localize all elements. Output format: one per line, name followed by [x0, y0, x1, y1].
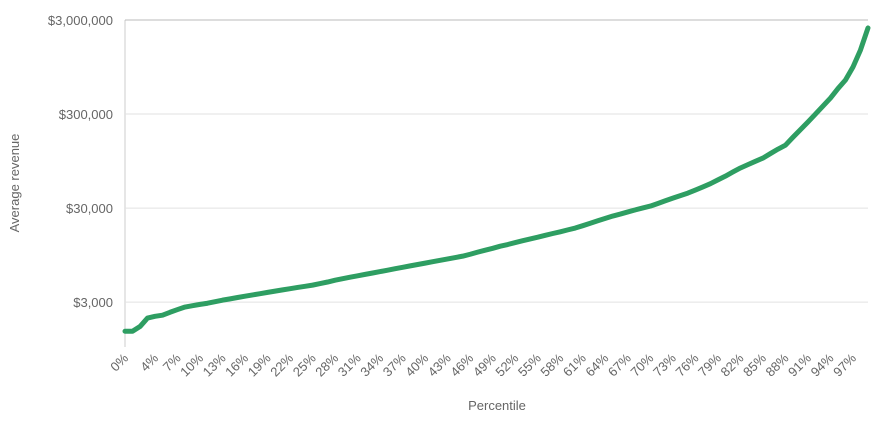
y-tick-label: $30,000	[66, 201, 113, 216]
x-tick-label: 16%	[222, 350, 251, 379]
x-tick-label: 91%	[785, 350, 814, 379]
x-tick-label: 25%	[290, 350, 319, 379]
x-tick-label: 79%	[695, 350, 724, 379]
x-tick-label: 52%	[492, 350, 521, 379]
y-tick-label: $3,000,000	[48, 13, 113, 28]
x-tick-label: 34%	[357, 350, 386, 379]
x-tick-label: 10%	[177, 350, 206, 379]
x-tick-label: 31%	[335, 350, 364, 379]
x-tick-label: 19%	[245, 350, 274, 379]
x-tick-label: 97%	[830, 350, 859, 379]
x-tick-label: 67%	[605, 350, 634, 379]
y-tick-label: $3,000	[73, 295, 113, 310]
x-tick-label: 55%	[515, 350, 544, 379]
x-tick-label: 22%	[267, 350, 296, 379]
x-tick-label: 61%	[560, 350, 589, 379]
x-tick-label: 28%	[312, 350, 341, 379]
x-tick-label: 73%	[650, 350, 679, 379]
x-tick-label: 43%	[425, 350, 454, 379]
x-axis-title: Percentile	[468, 398, 526, 413]
y-tick-label: $300,000	[59, 107, 113, 122]
x-tick-label: 40%	[402, 350, 431, 379]
x-tick-label: 49%	[470, 350, 499, 379]
x-tick-label: 4%	[137, 350, 161, 374]
data-line	[122, 25, 871, 334]
x-tick-label: 88%	[763, 350, 792, 379]
x-tick-label: 76%	[672, 350, 701, 379]
x-tick-label: 70%	[627, 350, 656, 379]
x-tick-label: 46%	[447, 350, 476, 379]
x-tick-label: 13%	[200, 350, 229, 379]
x-tick-label: 37%	[380, 350, 409, 379]
x-tick-label: 58%	[537, 350, 566, 379]
x-tick-label: 85%	[740, 350, 769, 379]
y-axis-title: Average revenue	[7, 134, 22, 233]
x-tick-label: 82%	[718, 350, 747, 379]
x-tick-label: 0%	[107, 350, 131, 374]
x-tick-label: 94%	[808, 350, 837, 379]
x-tick-label: 64%	[582, 350, 611, 379]
